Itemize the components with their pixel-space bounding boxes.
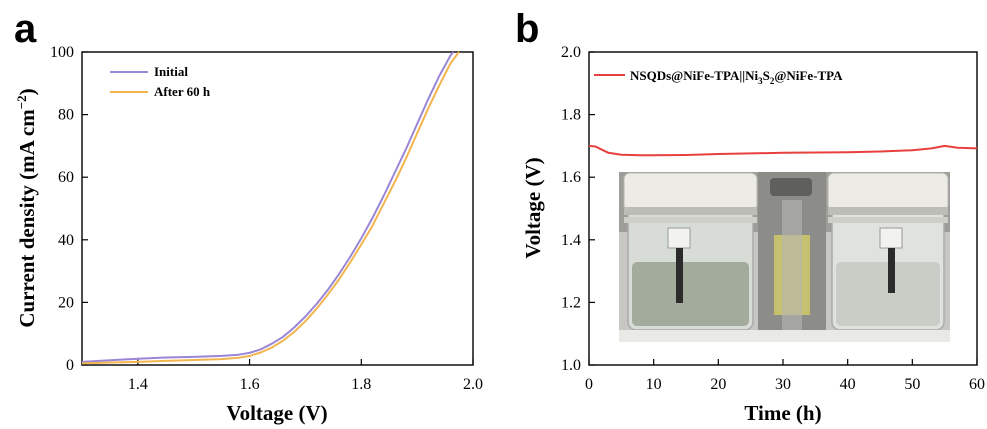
x-tick-label-a: 1.8 <box>351 376 371 393</box>
y-tick-label-a: 0 <box>66 357 74 374</box>
series-line-a-1 <box>81 51 460 365</box>
legend-label-initial: Initial <box>154 64 188 79</box>
x-tick-label-b: 20 <box>710 376 726 393</box>
x-axis-label-a: Voltage (V) <box>226 401 327 425</box>
y-tick-label-b: 2.0 <box>561 44 581 61</box>
panel-a-chart: 0 20 40 60 80 100 1.4 1.6 1.8 2.0 Initial After … <box>14 44 483 425</box>
y-tick-label-a: 60 <box>58 169 74 186</box>
y-axis-label-b: Voltage (V) <box>521 157 545 258</box>
inset-photo-electrolyzer <box>619 172 950 342</box>
right-lid <box>827 172 949 212</box>
legend-a: Initial After 60 h <box>110 64 211 99</box>
y-tick-label-a: 20 <box>58 294 74 311</box>
x-tick-label-a: 1.4 <box>128 376 148 393</box>
legend-label-b: NSQDs@NiFe-TPA||Ni3S2@NiFe-TPA <box>630 68 843 86</box>
y-tick-label-b: 1.6 <box>561 169 581 186</box>
x-tick-label-a: 2.0 <box>463 376 483 393</box>
x-tick-label-b: 60 <box>969 376 985 393</box>
x-tick-label-b: 50 <box>904 376 920 393</box>
y-axis-label-a: Current density (mA cm−2) <box>14 88 39 327</box>
panel-letter-a: a <box>14 7 37 51</box>
series-line-a-0 <box>81 51 455 363</box>
x-axis-label-b: Time (h) <box>744 401 821 425</box>
panel-b-chart: 1.0 1.2 1.4 1.6 1.8 2.0 0 10 20 30 40 50 60 NSQDs@N… <box>521 44 985 425</box>
left-electrode-holder <box>667 227 691 249</box>
x-tick-label-b: 40 <box>840 376 856 393</box>
y-tick-label-a: 100 <box>50 44 74 61</box>
x-tick-label-b: 10 <box>646 376 662 393</box>
right-electrode <box>888 248 895 293</box>
y-tick-label-a: 80 <box>58 107 74 124</box>
right-electrode-holder <box>879 227 903 249</box>
x-tick-label-b: 30 <box>775 376 791 393</box>
left-lid <box>623 172 758 212</box>
y-tick-label-b: 1.8 <box>561 107 581 124</box>
series-line-b-0 <box>588 144 978 157</box>
x-tick-label-b: 0 <box>585 376 593 393</box>
y-tick-label-b: 1.0 <box>561 357 581 374</box>
plot-frame-a <box>81 51 474 366</box>
legend-label-after: After 60 h <box>154 84 211 99</box>
y-tick-label-b: 1.4 <box>561 232 581 249</box>
y-tick-label-a: 40 <box>58 232 74 249</box>
panel-letter-b: b <box>515 7 539 51</box>
legend-b: NSQDs@NiFe-TPA||Ni3S2@NiFe-TPA <box>594 68 843 86</box>
x-tick-label-a: 1.6 <box>240 376 260 393</box>
left-electrode <box>676 248 683 303</box>
y-tick-label-b: 1.2 <box>561 294 581 311</box>
